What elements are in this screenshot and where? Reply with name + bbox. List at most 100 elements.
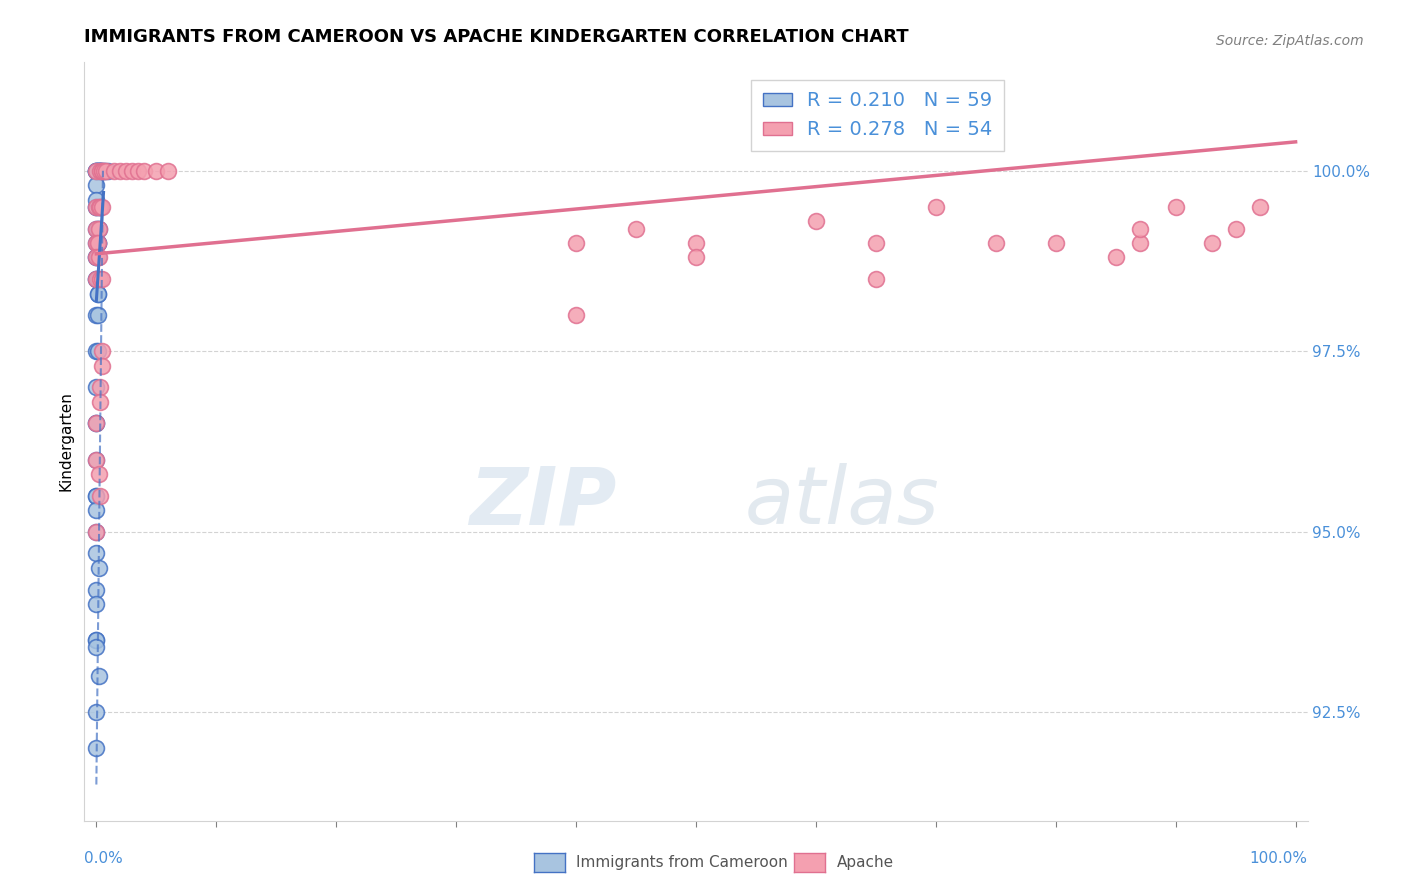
Point (1201, 235, 1223, 250)
Point (87, 221, 110, 235)
Point (87, 561, 110, 575)
Point (89, 163, 111, 178)
Point (86, 380, 108, 394)
Text: 100.0%: 100.0% (1250, 851, 1308, 866)
Text: ZIP: ZIP (470, 463, 616, 541)
Point (91, 163, 114, 178)
Point (86, 417, 108, 431)
Text: IMMIGRANTS FROM CAMEROON VS APACHE KINDERGARTEN CORRELATION CHART: IMMIGRANTS FROM CAMEROON VS APACHE KINDE… (84, 28, 910, 45)
Point (86, 251, 108, 265)
Point (685, 235, 707, 250)
Point (925, 200, 948, 214)
Point (86, 200, 108, 214)
Point (86, 163, 108, 178)
Point (86, 200, 108, 214)
Point (86, 163, 108, 178)
Point (87, 669, 110, 683)
Point (86, 633, 108, 648)
Point (685, 251, 707, 265)
Point (110, 163, 132, 178)
Point (90, 163, 112, 178)
Point (86, 452, 108, 467)
Point (86, 417, 108, 431)
Point (624, 221, 647, 235)
Point (1105, 251, 1128, 265)
Point (86, 235, 108, 250)
Point (94, 163, 117, 178)
Point (86, 163, 108, 178)
Point (87, 467, 110, 481)
Point (86, 597, 108, 611)
Point (86, 633, 108, 648)
Point (86, 344, 108, 359)
Point (86, 706, 108, 720)
Point (145, 163, 167, 178)
Text: Apache: Apache (837, 855, 894, 870)
Point (157, 163, 180, 178)
Point (86, 546, 108, 560)
Point (89, 200, 111, 214)
Point (86, 308, 108, 322)
Point (89, 380, 111, 394)
Point (86, 272, 108, 286)
Point (86, 221, 108, 235)
Point (121, 163, 143, 178)
Text: atlas: atlas (745, 463, 939, 541)
Point (91, 163, 114, 178)
Point (984, 235, 1007, 250)
Point (91, 359, 114, 373)
Point (86, 163, 108, 178)
Point (1045, 235, 1067, 250)
Text: Immigrants from Cameroon: Immigrants from Cameroon (576, 855, 789, 870)
Point (86, 178, 108, 193)
Point (1129, 235, 1152, 250)
Point (93, 163, 117, 178)
Point (1164, 200, 1187, 214)
Point (91, 344, 114, 359)
Point (565, 235, 588, 250)
Point (86, 524, 108, 539)
Point (86, 286, 108, 301)
Point (127, 163, 149, 178)
Point (87, 200, 110, 214)
Point (89, 163, 111, 178)
Point (565, 308, 588, 322)
Point (89, 163, 111, 178)
Point (86, 163, 108, 178)
Point (89, 394, 111, 409)
Point (86, 221, 108, 235)
Point (86, 489, 108, 503)
Point (89, 200, 111, 214)
Point (86, 221, 108, 235)
Point (87, 251, 110, 265)
Point (87, 221, 110, 235)
Point (865, 235, 887, 250)
Text: 0.0%: 0.0% (84, 851, 124, 866)
Point (86, 344, 108, 359)
Y-axis label: Kindergarten: Kindergarten (58, 392, 73, 491)
Point (86, 272, 108, 286)
Point (89, 489, 111, 503)
Point (87, 163, 110, 178)
Point (89, 272, 111, 286)
Point (86, 235, 108, 250)
Point (86, 308, 108, 322)
Point (86, 251, 108, 265)
Point (87, 200, 110, 214)
Point (86, 200, 108, 214)
Point (91, 272, 114, 286)
Point (86, 524, 108, 539)
Point (86, 286, 108, 301)
Point (86, 582, 108, 597)
Point (86, 235, 108, 250)
Point (86, 640, 108, 655)
Point (86, 741, 108, 756)
Point (93, 163, 115, 178)
Point (86, 251, 108, 265)
Legend: R = 0.210   N = 59, R = 0.278   N = 54: R = 0.210 N = 59, R = 0.278 N = 54 (751, 79, 1004, 151)
Point (865, 272, 887, 286)
Point (103, 163, 125, 178)
Point (1225, 221, 1247, 235)
Point (91, 163, 114, 178)
Point (115, 163, 138, 178)
